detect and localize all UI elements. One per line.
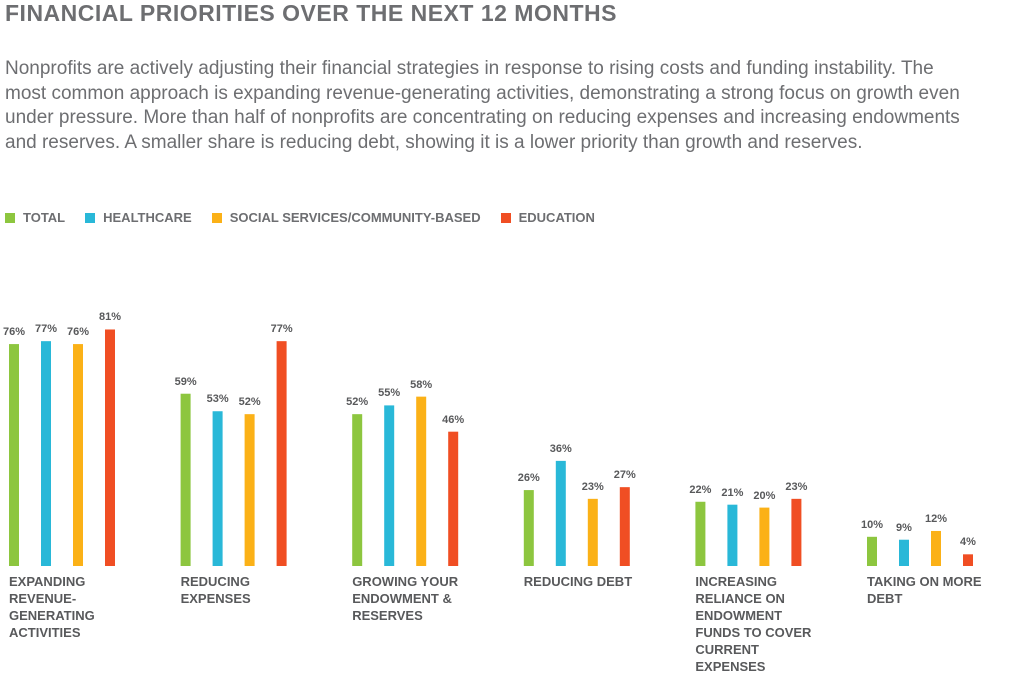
x-tick-label: TAKING ON MORE DEBT	[867, 574, 982, 606]
subtitle: Nonprofits are actively adjusting their …	[5, 58, 960, 153]
bar	[244, 414, 255, 566]
x-tick-label: INCREASING RELIANCE ON ENDOWMENT FUNDS T…	[695, 574, 812, 674]
bar	[695, 501, 706, 566]
bar	[619, 487, 630, 566]
legend-swatch	[5, 212, 15, 223]
value-label: 22%	[689, 483, 712, 496]
bar	[791, 498, 802, 566]
value-label: 81%	[98, 311, 122, 324]
bar	[587, 498, 598, 566]
value-label: 52%	[346, 396, 369, 409]
bar	[448, 431, 459, 566]
value-label: 58%	[410, 378, 433, 391]
value-label: 77%	[34, 323, 58, 336]
legend-label: HEALTHCARE	[103, 210, 192, 225]
bar	[523, 490, 534, 566]
value-label: 23%	[785, 480, 808, 493]
value-label: 55%	[378, 387, 401, 400]
legend: TOTAL HEALTHCARE SOCIAL SERVICES/COMMUNITY…	[5, 210, 595, 225]
x-tick-label: EXPANDING REVENUE-GENERATING ACTIVITIES	[9, 574, 95, 640]
x-tick-label: REDUCING DEBT	[523, 574, 633, 589]
value-label: 76%	[66, 326, 90, 339]
value-label: 21%	[721, 486, 744, 499]
legend-swatch	[211, 212, 222, 223]
legend-item: SOCIAL SERVICES/COMMUNITY-BASED	[211, 210, 481, 225]
bar	[276, 341, 287, 566]
legend-item: TOTAL	[5, 210, 65, 225]
value-label: 23%	[581, 480, 604, 493]
value-label: 10%	[860, 518, 884, 531]
value-label: 77%	[270, 323, 293, 336]
value-label: 52%	[238, 396, 261, 409]
value-label: 53%	[206, 393, 229, 406]
bar	[105, 329, 115, 566]
bar	[931, 530, 941, 566]
legend-item: EDUCATION	[500, 210, 595, 225]
chart-title: FINANCIAL PRIORITIES OVER THE NEXT 12 MO…	[5, 0, 617, 26]
bar	[416, 396, 427, 566]
bar	[212, 411, 223, 566]
value-label: 46%	[442, 413, 465, 426]
value-label: 4%	[960, 536, 976, 549]
value-label: 9%	[896, 521, 912, 534]
bar	[963, 554, 973, 566]
bar	[759, 507, 770, 566]
bar	[352, 414, 363, 566]
bar	[73, 344, 83, 566]
x-tick-label: GROWING YOUR ENDOWMENT & RESERVES	[352, 574, 459, 623]
bar	[9, 344, 19, 566]
legend-label: SOCIAL SERVICES/COMMUNITY-BASED	[229, 210, 481, 225]
value-label: 20%	[753, 489, 776, 502]
bar	[727, 504, 738, 566]
legend-label: TOTAL	[23, 210, 66, 225]
bar	[555, 460, 566, 566]
legend-label: EDUCATION	[518, 210, 595, 225]
bar	[899, 539, 909, 566]
legend-swatch	[500, 212, 511, 223]
value-label: 27%	[613, 469, 636, 482]
bar	[384, 405, 395, 566]
legend-swatch	[85, 212, 96, 223]
value-label: 26%	[517, 472, 540, 485]
value-label: 76%	[2, 326, 26, 339]
value-label: 36%	[549, 442, 572, 455]
bar	[867, 536, 877, 566]
value-label: 12%	[924, 512, 948, 525]
value-label: 59%	[174, 375, 197, 388]
bar	[180, 393, 191, 566]
bar	[41, 341, 51, 566]
x-tick-label: REDUCING EXPENSES	[180, 574, 251, 606]
legend-item: HEALTHCARE	[85, 210, 192, 225]
